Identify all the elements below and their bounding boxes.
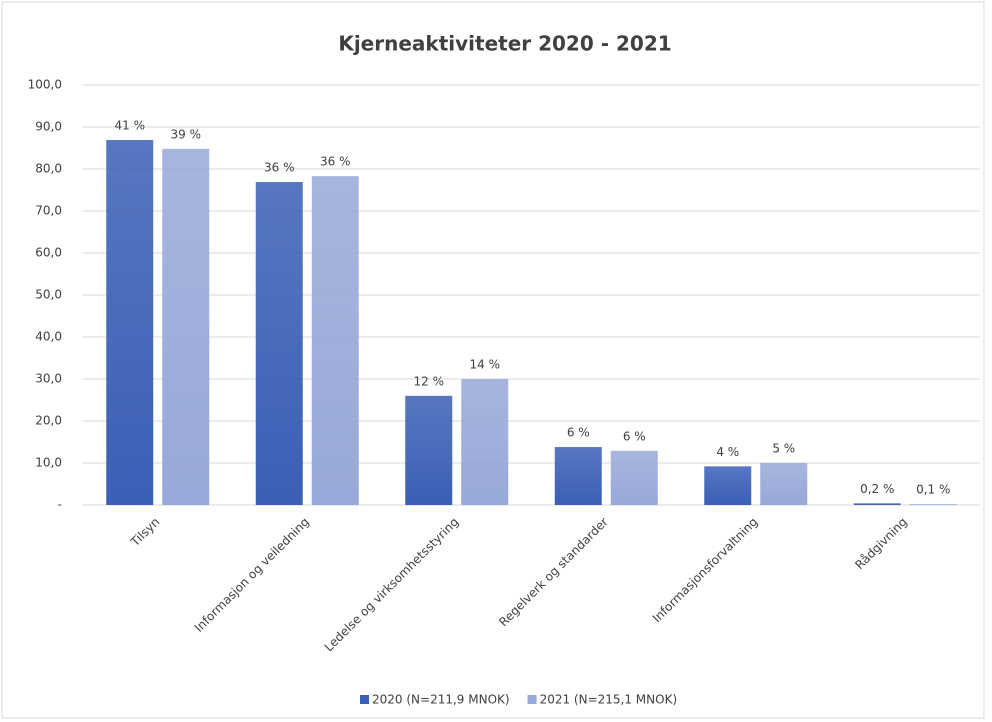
data-label: 0,2 % [860,482,894,496]
y-tick-label: 60,0 [35,246,62,260]
bar [554,447,602,505]
data-label: 12 % [414,374,445,388]
chart-title: Kjerneaktiviteter 2020 - 2021 [338,32,671,56]
data-label: 0,1 % [916,483,950,497]
bar [255,182,303,505]
data-label: 39 % [171,127,202,141]
bar [405,395,453,505]
data-label: 14 % [470,358,501,372]
bar [853,503,901,505]
bar [106,140,154,505]
bar [610,450,658,505]
y-tick-label: 10,0 [35,456,62,470]
y-tick-label: 20,0 [35,414,62,428]
legend-label: 2021 (N=215,1 MNOK) [540,693,678,707]
legend-swatch [527,695,537,704]
y-tick-label: - [58,498,62,512]
y-tick-label: 70,0 [35,204,62,218]
data-label: 6 % [567,426,590,440]
y-tick-label: 100,0 [28,78,62,92]
bar [162,148,210,505]
y-tick-label: 80,0 [35,162,62,176]
bar [311,176,359,505]
bar [909,504,957,505]
bar [760,463,808,505]
bar [461,379,509,505]
y-tick-label: 40,0 [35,330,62,344]
y-tick-label: 30,0 [35,372,62,386]
y-tick-label: 90,0 [35,120,62,134]
data-label: 4 % [716,445,739,459]
data-label: 6 % [623,429,646,443]
bar [704,466,752,505]
y-tick-label: 50,0 [35,288,62,302]
data-label: 36 % [264,161,295,175]
legend-swatch [360,695,369,704]
data-label: 36 % [320,155,351,169]
legend-label: 2020 (N=211,9 MNOK) [372,693,510,707]
data-label: 5 % [772,442,795,456]
data-label: 41 % [115,119,146,133]
